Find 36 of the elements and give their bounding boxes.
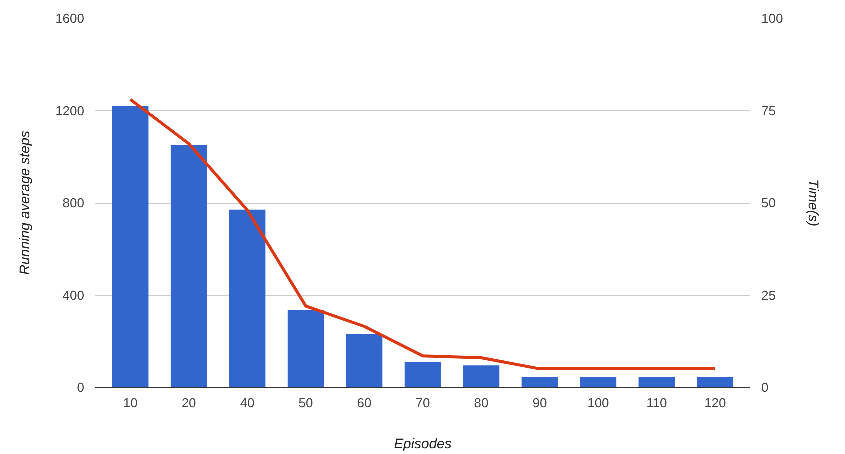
bar bbox=[170, 145, 208, 388]
x-tick-label: 90 bbox=[532, 396, 548, 410]
x-tick-label: 110 bbox=[646, 396, 668, 410]
bar bbox=[112, 106, 149, 388]
y-tick-label: 0 bbox=[77, 380, 85, 395]
bar bbox=[697, 377, 734, 388]
y-tick-label: 800 bbox=[62, 196, 85, 210]
y2-tick-label: 25 bbox=[762, 288, 776, 303]
y-axis-title: Running average steps bbox=[16, 130, 33, 275]
bar bbox=[229, 210, 266, 388]
y2-axis-title: Time(s) bbox=[806, 179, 822, 227]
x-tick-label: 40 bbox=[240, 396, 255, 410]
x-tick-label: 80 bbox=[474, 396, 489, 410]
y2-tick-label: 50 bbox=[762, 196, 776, 210]
y-tick-label: 400 bbox=[62, 288, 85, 303]
x-tick-label: 10 bbox=[123, 396, 138, 410]
bar bbox=[404, 362, 442, 388]
bar bbox=[463, 366, 500, 388]
bar bbox=[522, 377, 558, 388]
line-series bbox=[129, 98, 717, 371]
y-tick-label: 1200 bbox=[56, 103, 84, 118]
x-tick-label: 70 bbox=[416, 396, 430, 410]
x-tick-label: 20 bbox=[182, 396, 196, 410]
bar bbox=[638, 377, 676, 388]
x-tick-label: 50 bbox=[298, 396, 314, 410]
y2-tick-label: 75 bbox=[762, 103, 776, 118]
y2-tick-label: 0 bbox=[762, 380, 769, 395]
x-tick-label: 120 bbox=[704, 396, 726, 410]
bar bbox=[346, 334, 383, 388]
y-tick-label: 1600 bbox=[56, 11, 84, 26]
y2-tick-label: 100 bbox=[762, 11, 784, 26]
bar bbox=[288, 310, 324, 388]
x-axis-title: Episodes bbox=[394, 436, 452, 452]
x-tick-label: 60 bbox=[357, 396, 372, 410]
x-tick-label: 100 bbox=[588, 396, 610, 410]
bar bbox=[580, 377, 617, 388]
